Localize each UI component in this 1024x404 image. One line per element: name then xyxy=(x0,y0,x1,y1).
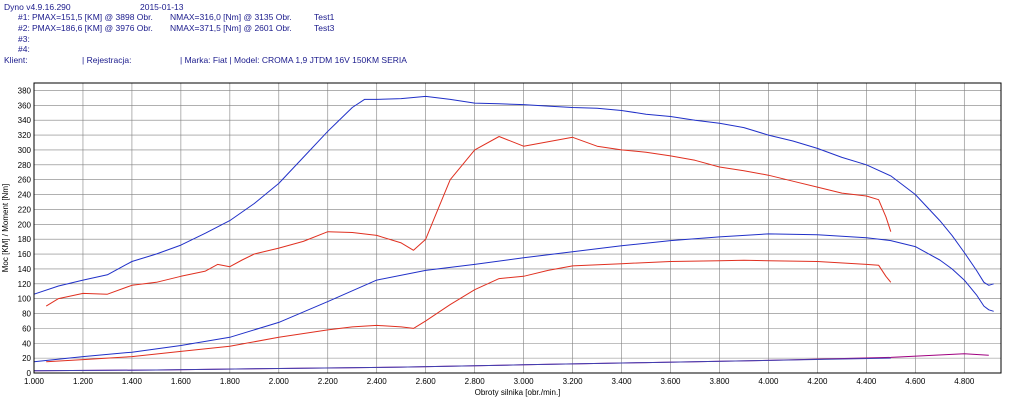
run1-id: #1: xyxy=(18,12,30,22)
series-line-test3-power xyxy=(33,233,994,363)
x-tick-label: 1.400 xyxy=(122,377,143,386)
y-axis-label: Moc [KM] / Moment [Nm] xyxy=(1,184,10,272)
plot-frame xyxy=(33,82,1002,374)
x-tick-label: 4.000 xyxy=(758,377,779,386)
run2-nmax: NMAX=371,5 [Nm] @ 2601 Obr. xyxy=(170,23,292,33)
run2-name: Test3 xyxy=(314,23,335,33)
y-tick-label: 240 xyxy=(18,191,32,200)
x-tick-label: 2.200 xyxy=(318,377,339,386)
x-tick-label: 4.400 xyxy=(856,377,877,386)
y-tick-label: 0 xyxy=(27,369,32,378)
y-tick-label: 160 xyxy=(18,250,32,259)
registration-label: | Rejestracja: xyxy=(82,55,132,65)
x-tick-label: 3.200 xyxy=(563,377,584,386)
y-tick-label: 360 xyxy=(18,101,32,110)
y-tick-label: 40 xyxy=(22,339,31,348)
y-tick-label: 340 xyxy=(18,116,32,125)
y-tick-label: 260 xyxy=(18,176,32,185)
x-tick-label: 2.600 xyxy=(416,377,437,386)
run1-pmax: PMAX=151,5 [KM] @ 3898 Obr. xyxy=(32,12,153,22)
y-tick-label: 300 xyxy=(18,146,32,155)
y-tick-label: 60 xyxy=(22,324,31,333)
run1-nmax: NMAX=316,0 [Nm] @ 3135 Obr. xyxy=(170,12,292,22)
x-tick-label: 2.400 xyxy=(367,377,388,386)
run4-id: #4: xyxy=(18,44,30,54)
series-line-test1-power xyxy=(46,259,892,363)
y-tick-label: 320 xyxy=(18,131,32,140)
y-tick-label: 200 xyxy=(18,220,32,229)
y-tick-label: 100 xyxy=(18,295,32,304)
y-tick-label: 140 xyxy=(18,265,32,274)
chart-grid xyxy=(33,83,1001,374)
x-axis-ticks: 1.000 1.200 1.400 1.600 1.800 2.000 2.200 2.400… xyxy=(24,377,975,386)
run2-pmax: PMAX=186,6 [KM] @ 3976 Obr. xyxy=(32,23,153,33)
y-axis-ticks: 0 20 40 60 80 100 120 140 160 180 200 220 240 260 280 3… xyxy=(18,86,32,378)
y-tick-label: 220 xyxy=(18,205,32,214)
x-tick-label: 3.800 xyxy=(709,377,730,386)
run3-id: #3: xyxy=(18,34,30,44)
series-line-test1-torque xyxy=(45,136,892,307)
test-date: 2015-01-13 xyxy=(140,2,184,12)
x-tick-label: 2.800 xyxy=(465,377,486,386)
y-tick-label: 280 xyxy=(18,161,32,170)
series-line-test3-torque xyxy=(33,95,994,295)
run2-id: #2: xyxy=(18,23,30,33)
x-tick-label: 1.600 xyxy=(171,377,192,386)
y-tick-label: 120 xyxy=(18,280,32,289)
x-tick-label: 4.200 xyxy=(807,377,828,386)
x-tick-label: 1.200 xyxy=(73,377,94,386)
y-tick-label: 20 xyxy=(22,354,31,363)
y-tick-label: 380 xyxy=(18,86,32,95)
x-tick-label: 4.600 xyxy=(905,377,926,386)
app-version: Dyno v4.9.16.290 xyxy=(4,2,71,12)
x-axis-label: Obroty silnika [obr./min.] xyxy=(475,388,561,397)
x-tick-label: 4.800 xyxy=(954,377,975,386)
client-label: Klient: xyxy=(4,55,28,65)
chart-series xyxy=(33,95,994,372)
series-line-loss-2 xyxy=(33,357,891,372)
run1-name: Test1 xyxy=(314,12,335,22)
series-line-loss-1 xyxy=(33,353,989,372)
vehicle-info: | Marka: Fiat | Model: CROMA 1,9 JTDM 16… xyxy=(180,55,407,65)
y-tick-label: 180 xyxy=(18,235,32,244)
x-tick-label: 3.400 xyxy=(612,377,633,386)
y-tick-label: 80 xyxy=(22,310,31,319)
x-tick-label: 1.000 xyxy=(24,377,45,386)
x-tick-label: 3.600 xyxy=(660,377,681,386)
x-tick-label: 3.000 xyxy=(514,377,535,386)
x-tick-label: 2.000 xyxy=(269,377,290,386)
x-tick-label: 1.800 xyxy=(220,377,241,386)
